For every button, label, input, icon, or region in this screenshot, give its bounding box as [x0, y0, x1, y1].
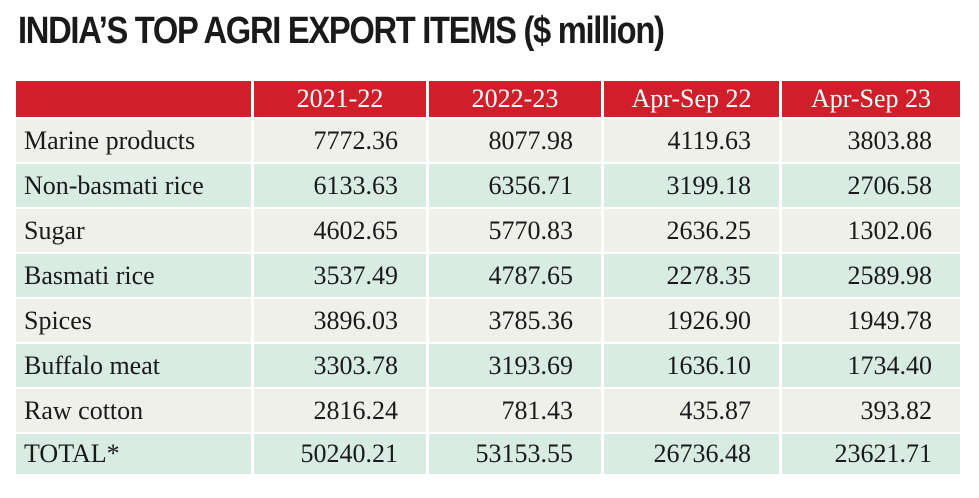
value-cell: 1734.40 [782, 342, 960, 387]
value-cell: 8077.98 [429, 117, 604, 162]
value-cell: 435.87 [604, 387, 782, 432]
value-cell: 3303.78 [254, 342, 429, 387]
row-label: Basmati rice [16, 252, 254, 297]
row-label: Raw cotton [16, 387, 254, 432]
total-row: TOTAL* 50240.21 53153.55 26736.48 23621.71 [16, 432, 960, 474]
table-row: Non-basmati rice 6133.63 6356.71 3199.18 270… [16, 162, 960, 207]
value-cell: 3803.88 [782, 117, 960, 162]
value-cell: 2589.98 [782, 252, 960, 297]
value-cell: 1949.78 [782, 297, 960, 342]
value-cell: 50240.21 [254, 432, 429, 474]
value-cell: 26736.48 [604, 432, 782, 474]
value-cell: 4602.65 [254, 207, 429, 252]
chart-title: INDIA’S TOP AGRI EXPORT ITEMS ($ million… [18, 10, 665, 52]
value-cell: 4787.65 [429, 252, 604, 297]
header-cell-blank [16, 81, 254, 117]
header-cell-apr-sep-23: Apr-Sep 23 [782, 81, 960, 117]
value-cell: 3537.49 [254, 252, 429, 297]
value-cell: 6356.71 [429, 162, 604, 207]
value-cell: 23621.71 [782, 432, 960, 474]
row-label: Sugar [16, 207, 254, 252]
table-row: Spices 3896.03 3785.36 1926.90 1949.78 [16, 297, 960, 342]
value-cell: 2636.25 [604, 207, 782, 252]
value-cell: 2816.24 [254, 387, 429, 432]
table-row: Sugar 4602.65 5770.83 2636.25 1302.06 [16, 207, 960, 252]
row-label: Non-basmati rice [16, 162, 254, 207]
value-cell: 4119.63 [604, 117, 782, 162]
value-cell: 1926.90 [604, 297, 782, 342]
value-cell: 3896.03 [254, 297, 429, 342]
value-cell: 3785.36 [429, 297, 604, 342]
export-table: 2021-22 2022-23 Apr-Sep 22 Apr-Sep 23 Ma… [16, 81, 960, 474]
table-row: Basmati rice 3537.49 4787.65 2278.35 2589.98 [16, 252, 960, 297]
header-row: 2021-22 2022-23 Apr-Sep 22 Apr-Sep 23 [16, 81, 960, 117]
header-cell-apr-sep-22: Apr-Sep 22 [604, 81, 782, 117]
row-label: Buffalo meat [16, 342, 254, 387]
value-cell: 53153.55 [429, 432, 604, 474]
value-cell: 1302.06 [782, 207, 960, 252]
row-label: Spices [16, 297, 254, 342]
table-row: Raw cotton 2816.24 781.43 435.87 393.82 [16, 387, 960, 432]
value-cell: 393.82 [782, 387, 960, 432]
header-cell-2022-23: 2022-23 [429, 81, 604, 117]
value-cell: 5770.83 [429, 207, 604, 252]
value-cell: 6133.63 [254, 162, 429, 207]
header-cell-2021-22: 2021-22 [254, 81, 429, 117]
row-label: TOTAL* [16, 432, 254, 474]
table-row: Marine products 7772.36 8077.98 4119.63 3803… [16, 117, 960, 162]
value-cell: 2706.58 [782, 162, 960, 207]
value-cell: 7772.36 [254, 117, 429, 162]
value-cell: 2278.35 [604, 252, 782, 297]
value-cell: 781.43 [429, 387, 604, 432]
row-label: Marine products [16, 117, 254, 162]
table-row: Buffalo meat 3303.78 3193.69 1636.10 1734.40 [16, 342, 960, 387]
value-cell: 3193.69 [429, 342, 604, 387]
value-cell: 3199.18 [604, 162, 782, 207]
value-cell: 1636.10 [604, 342, 782, 387]
